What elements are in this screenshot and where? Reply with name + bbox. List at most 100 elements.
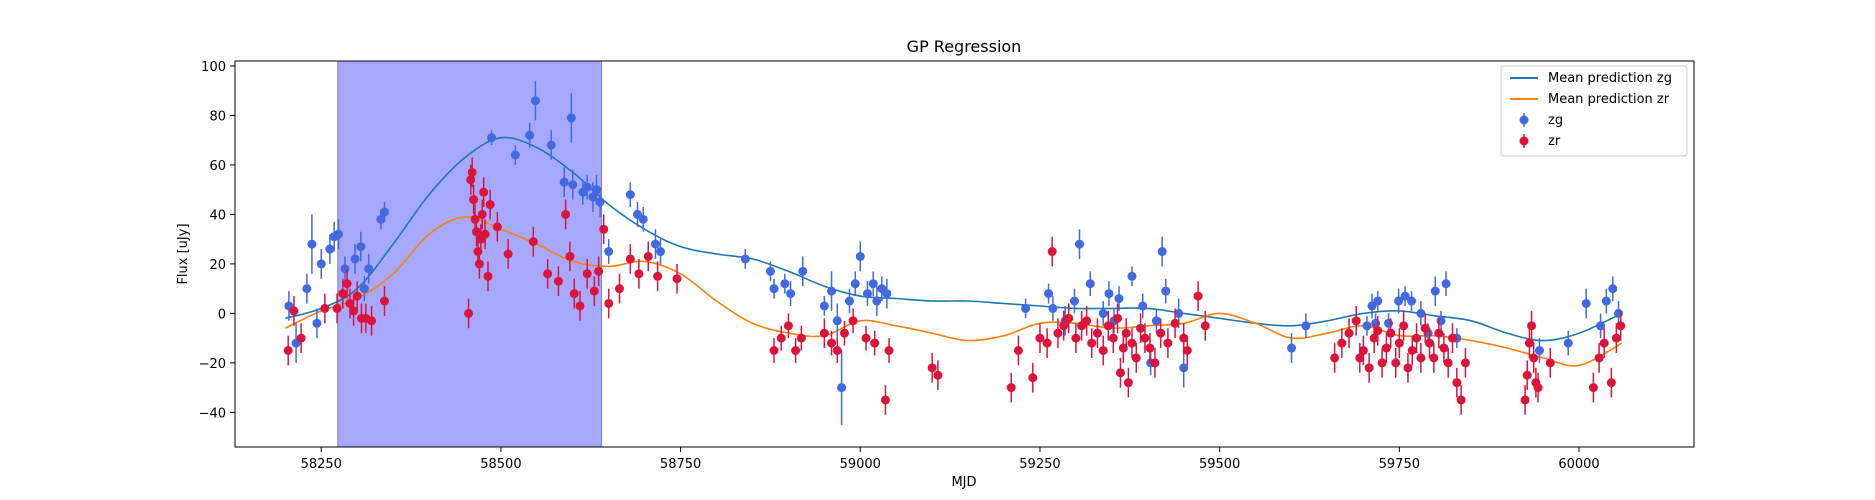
zg-marker <box>582 182 592 192</box>
zr-marker <box>503 249 513 259</box>
zr-marker <box>1170 318 1180 328</box>
zg-marker <box>592 185 602 195</box>
zr-point <box>483 261 493 292</box>
zg-point <box>827 271 837 311</box>
zr-marker <box>1594 353 1604 363</box>
zr-point <box>927 352 937 383</box>
zg-marker <box>566 113 576 123</box>
zr-marker <box>1588 383 1598 393</box>
zr-marker <box>352 291 362 301</box>
zr-point <box>582 258 592 289</box>
zr-marker <box>1150 358 1160 368</box>
zr-marker <box>1337 338 1347 348</box>
zr-point <box>796 325 806 351</box>
zg-marker <box>379 207 389 217</box>
zr-marker <box>477 209 487 219</box>
series-zg <box>284 80 1624 425</box>
zr-marker <box>1545 358 1555 368</box>
zr-point <box>1391 348 1401 378</box>
zr-point <box>1182 335 1192 366</box>
zg-marker <box>855 251 865 261</box>
zg-point <box>765 261 775 282</box>
zr-marker <box>1179 333 1189 343</box>
zr-point <box>1460 348 1470 378</box>
zr-marker <box>1399 321 1409 331</box>
zr-marker <box>367 316 377 326</box>
zr-marker <box>528 237 538 247</box>
zg-marker <box>850 279 860 289</box>
zg-point <box>604 239 614 264</box>
zr-marker <box>379 296 389 306</box>
zr-marker <box>1527 321 1537 331</box>
y-axis-ticks: −40 −20 0 20 40 60 80 100 <box>199 60 235 421</box>
zr-marker <box>783 321 793 331</box>
zr-marker <box>1439 343 1449 353</box>
zr-point <box>1364 352 1374 383</box>
zr-point <box>1594 343 1604 373</box>
zg-marker <box>1021 303 1031 313</box>
zg-marker <box>546 140 556 150</box>
zg-point <box>1138 293 1148 319</box>
zg-point <box>855 241 865 272</box>
zg-point <box>364 254 374 284</box>
zr-marker <box>625 254 635 264</box>
zr-marker <box>349 306 359 316</box>
zg-marker <box>1179 363 1189 373</box>
legend-box <box>1500 65 1688 157</box>
zg-point <box>546 130 556 160</box>
zg-point <box>359 276 369 302</box>
zg-point <box>872 286 882 316</box>
x-tick-label: 58750 <box>660 457 701 472</box>
zr-marker <box>1425 338 1435 348</box>
zg-point <box>1601 288 1611 314</box>
zg-point <box>1048 296 1058 321</box>
zr-point <box>599 214 609 245</box>
zr-marker <box>776 333 786 343</box>
zr-point <box>1140 323 1150 353</box>
zr-marker <box>1416 353 1426 363</box>
mean-prediction-zr-line <box>284 216 1623 367</box>
zr-marker <box>884 346 894 355</box>
zr-marker <box>848 316 858 326</box>
zr-marker <box>565 251 575 261</box>
prediction-lines <box>284 136 1623 367</box>
zr-marker <box>1452 378 1462 388</box>
zg-marker <box>525 130 535 140</box>
zr-point <box>1163 328 1173 358</box>
zr-marker <box>634 269 644 279</box>
zr-marker <box>1145 343 1155 353</box>
zg-marker <box>1287 343 1297 353</box>
zr-marker <box>492 222 502 232</box>
zr-point <box>553 266 563 297</box>
zr-point <box>1373 315 1383 346</box>
zr-marker <box>582 269 592 279</box>
zg-marker <box>1614 308 1624 318</box>
zr-marker <box>296 333 306 343</box>
zr-marker <box>1394 338 1404 348</box>
zr-marker <box>1115 368 1125 378</box>
zr-point <box>839 320 849 346</box>
zg-point <box>625 182 635 207</box>
zr-marker <box>1520 395 1530 405</box>
zr-marker <box>1330 353 1340 363</box>
zr-marker <box>469 195 479 205</box>
zr-point <box>1092 318 1102 349</box>
zr-point <box>1407 335 1417 366</box>
zr-marker <box>1082 316 1092 326</box>
zr-point <box>1588 372 1598 403</box>
zr-marker <box>1103 321 1113 331</box>
zg-point <box>302 273 312 304</box>
x-tick-label: 60000 <box>1558 457 1599 472</box>
zr-marker <box>1403 363 1413 373</box>
zg-marker <box>1362 321 1372 331</box>
zr-point <box>1200 310 1210 341</box>
zr-marker <box>1616 321 1626 331</box>
zr-marker <box>480 229 490 239</box>
zr-marker <box>1355 353 1365 363</box>
zr-marker <box>653 271 663 281</box>
zr-point <box>1108 323 1118 353</box>
y-tick-label: 60 <box>209 159 226 174</box>
zr-point <box>565 241 575 272</box>
zr-marker <box>1047 247 1057 257</box>
zg-point <box>1127 266 1137 287</box>
